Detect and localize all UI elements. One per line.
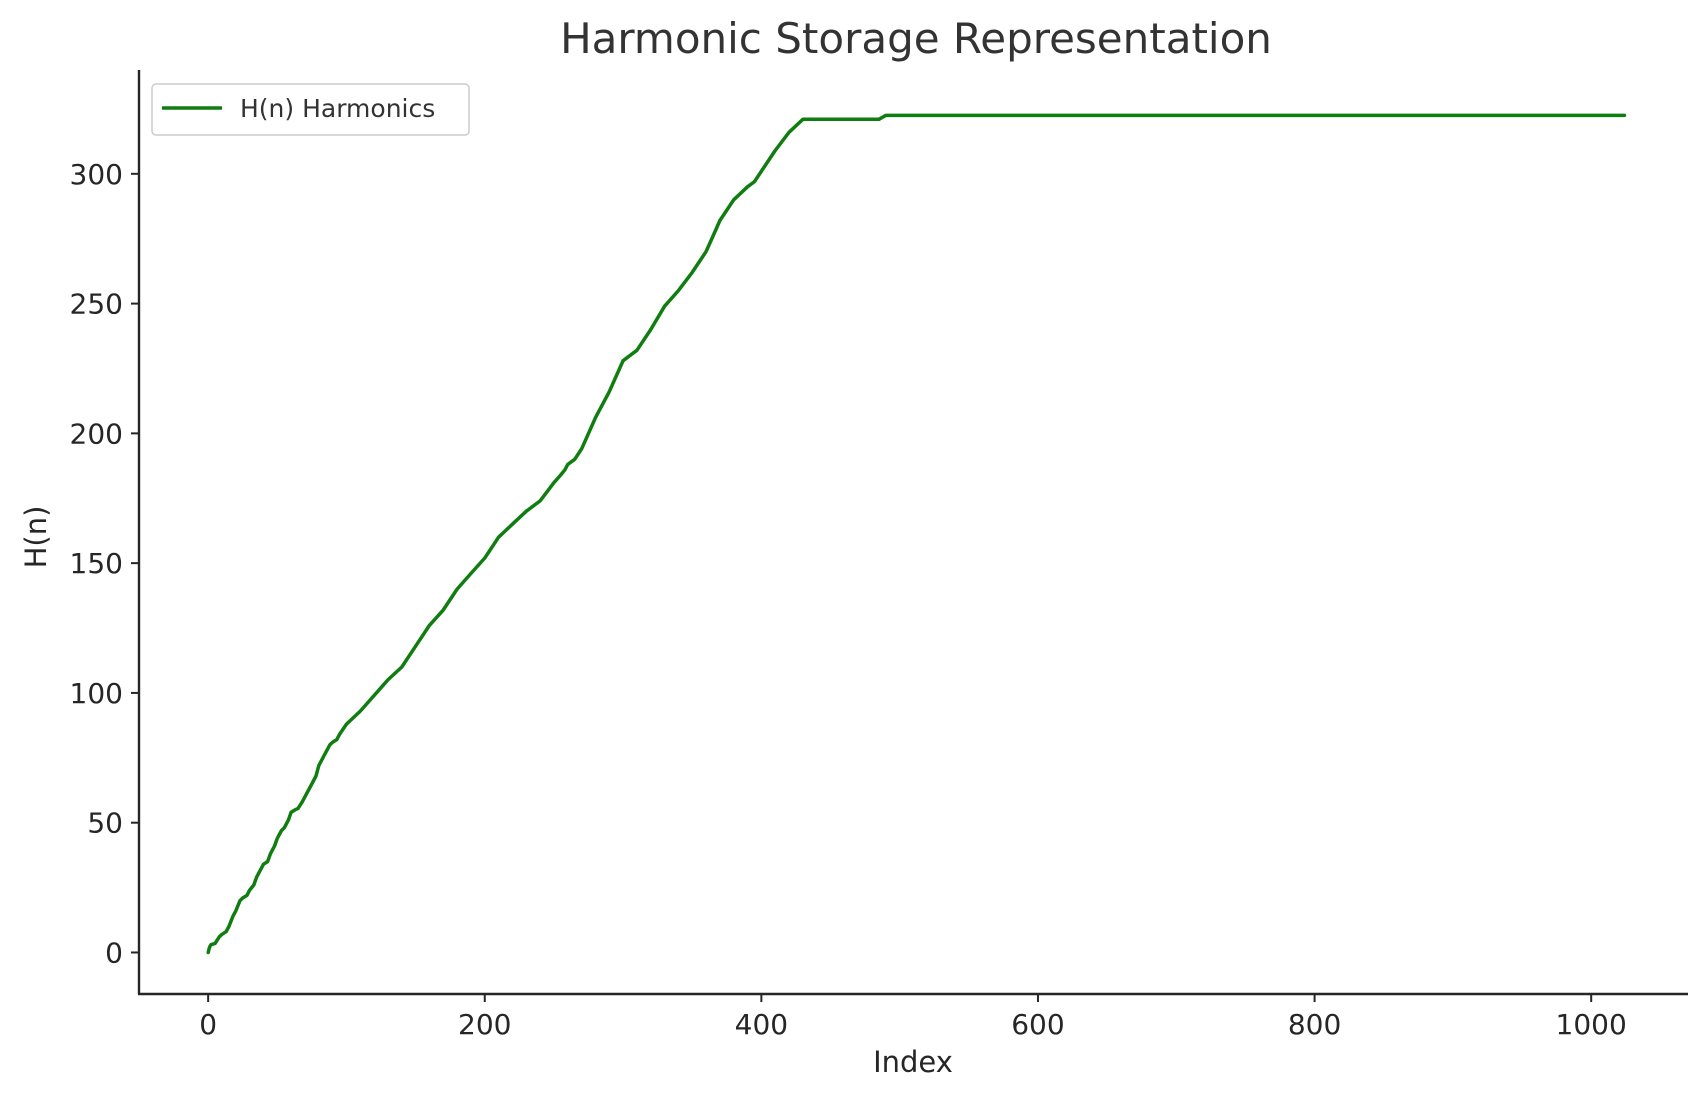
legend: H(n) Harmonics [151, 83, 470, 136]
x-tick-label: 1000 [1556, 1008, 1627, 1041]
y-axis-ticks: 0 50 100 150 200 250 300 [70, 158, 139, 969]
y-tick-label: 0 [105, 936, 123, 969]
x-axis-ticks: 0 200 400 600 800 1000 [199, 994, 1627, 1041]
y-tick-label: 300 [70, 158, 123, 191]
y-tick-label: 200 [70, 417, 123, 450]
chart-title: Harmonic Storage Representation [560, 14, 1272, 63]
legend-label: H(n) Harmonics [240, 94, 435, 123]
y-tick-label: 250 [70, 288, 123, 321]
x-axis-label: Index [873, 1045, 953, 1079]
y-tick-label: 150 [70, 547, 123, 580]
y-axis-label: H(n) [19, 506, 53, 569]
x-tick-label: 400 [735, 1008, 788, 1041]
x-tick-label: 800 [1288, 1008, 1341, 1041]
plot-area [206, 113, 1627, 955]
legend-box [151, 83, 470, 136]
x-tick-label: 600 [1011, 1008, 1064, 1041]
series-line-0 [206, 113, 1627, 955]
x-tick-label: 200 [458, 1008, 511, 1041]
x-tick-label: 0 [199, 1008, 217, 1041]
y-tick-label: 100 [70, 677, 123, 710]
y-tick-label: 50 [87, 807, 123, 840]
